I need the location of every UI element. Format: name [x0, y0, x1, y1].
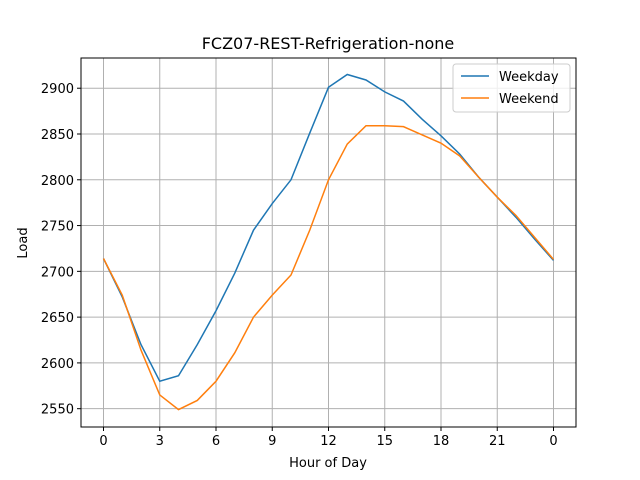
x-tick-label: 12	[320, 434, 337, 449]
x-tick-label: 21	[489, 434, 506, 449]
chart-title: FCZ07-REST-Refrigeration-none	[202, 34, 455, 53]
y-tick-label: 2900	[41, 82, 74, 97]
y-tick-label: 2850	[41, 128, 74, 143]
legend-label: Weekday	[499, 70, 559, 85]
x-tick-label: 6	[212, 434, 220, 449]
plot-frame	[80, 57, 577, 428]
series-line	[102, 125, 555, 411]
y-tick-label: 2750	[41, 220, 74, 235]
y-tick-label: 2650	[41, 311, 74, 326]
x-tick-label: 0	[549, 434, 557, 449]
y-tick-label: 2700	[41, 265, 74, 280]
x-tick-label: 15	[376, 434, 393, 449]
x-tick-label: 18	[433, 434, 450, 449]
legend-label: Weekend	[499, 92, 559, 107]
x-tick-label: 3	[156, 434, 164, 449]
x-axis-label: Hour of Day	[289, 456, 367, 471]
y-axis-label: Load	[16, 227, 31, 258]
x-tick-label: 9	[268, 434, 276, 449]
y-tick-label: 2550	[41, 403, 74, 418]
y-tick-label: 2800	[41, 174, 74, 189]
x-tick-label: 0	[99, 434, 107, 449]
y-tick-label: 2600	[41, 357, 74, 372]
